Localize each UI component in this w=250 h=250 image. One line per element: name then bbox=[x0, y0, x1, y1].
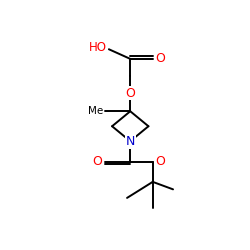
Text: HO: HO bbox=[89, 40, 107, 54]
Text: O: O bbox=[155, 155, 165, 168]
Text: N: N bbox=[126, 135, 135, 148]
Text: Me: Me bbox=[88, 106, 104, 116]
Text: O: O bbox=[92, 155, 102, 168]
Text: O: O bbox=[156, 52, 166, 65]
Text: HO: HO bbox=[90, 40, 108, 53]
Text: O: O bbox=[125, 86, 135, 100]
